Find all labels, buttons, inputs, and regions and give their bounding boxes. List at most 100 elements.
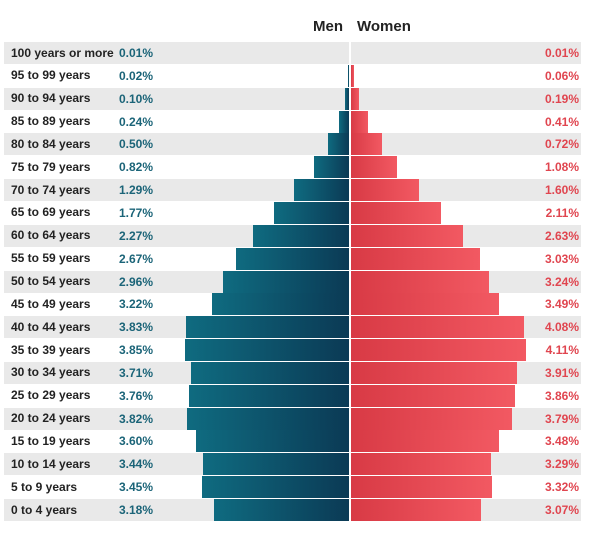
men-percent-label: 3.82% xyxy=(119,411,154,426)
age-row: 15 to 19 years 3.60% 3.48% xyxy=(4,430,581,453)
age-row: 60 to 64 years 2.27% 2.63% xyxy=(4,224,581,247)
age-group-label: 40 to 44 years xyxy=(11,319,91,334)
age-row: 10 to 14 years 3.44% 3.29% xyxy=(4,453,581,476)
age-group-label: 95 to 99 years xyxy=(11,68,91,83)
age-row: 55 to 59 years 2.67% 3.03% xyxy=(4,247,581,270)
age-group-label: 75 to 79 years xyxy=(11,159,91,174)
men-percent-label: 1.29% xyxy=(119,183,154,198)
men-bar xyxy=(252,224,349,247)
women-percent-label: 1.08% xyxy=(544,160,579,175)
men-bar xyxy=(338,110,349,133)
age-group-label: 90 to 94 years xyxy=(11,91,91,106)
women-percent-label: 3.29% xyxy=(544,457,579,472)
women-percent-label: 3.91% xyxy=(544,365,579,380)
age-group-label: 25 to 29 years xyxy=(11,388,91,403)
men-bar xyxy=(314,156,349,179)
men-percent-label: 2.67% xyxy=(119,251,154,266)
men-bar xyxy=(186,407,349,430)
age-group-label: 60 to 64 years xyxy=(11,228,91,243)
women-percent-label: 3.03% xyxy=(544,251,579,266)
men-percent-label: 0.82% xyxy=(119,160,154,175)
age-group-label: 15 to 19 years xyxy=(11,433,91,448)
age-row: 5 to 9 years 3.45% 3.32% xyxy=(4,476,581,499)
women-bar xyxy=(351,499,482,521)
age-row: 25 to 29 years 3.76% 3.86% xyxy=(4,384,581,407)
men-bar xyxy=(196,430,349,453)
age-group-label: 70 to 74 years xyxy=(11,182,91,197)
women-percent-label: 3.86% xyxy=(544,388,579,403)
men-percent-label: 0.02% xyxy=(119,68,154,83)
men-bar xyxy=(202,476,349,499)
women-bar xyxy=(351,201,441,224)
center-axis xyxy=(349,42,351,522)
men-bar xyxy=(191,361,349,384)
men-percent-label: 1.77% xyxy=(119,205,154,220)
women-bar xyxy=(351,339,526,362)
men-percent-label: 3.76% xyxy=(119,388,154,403)
men-bar xyxy=(294,179,349,202)
women-bar xyxy=(351,293,500,316)
men-bar xyxy=(202,453,349,476)
men-bar xyxy=(235,247,349,270)
age-row: 45 to 49 years 3.22% 3.49% xyxy=(4,293,581,316)
men-header: Men xyxy=(313,18,343,35)
women-percent-label: 2.11% xyxy=(545,205,579,220)
women-bar xyxy=(351,179,419,202)
women-percent-label: 3.32% xyxy=(544,480,579,495)
women-bar xyxy=(351,430,499,453)
age-group-label: 55 to 59 years xyxy=(11,251,91,266)
men-bar xyxy=(186,316,349,339)
women-percent-label: 3.07% xyxy=(544,503,579,517)
men-percent-label: 2.27% xyxy=(119,228,154,243)
men-bar xyxy=(348,64,349,87)
age-row: 95 to 99 years 0.02% 0.06% xyxy=(4,64,581,87)
men-percent-label: 0.01% xyxy=(119,46,154,60)
age-row: 80 to 84 years 0.50% 0.72% xyxy=(4,133,581,156)
men-percent-label: 3.83% xyxy=(119,320,154,335)
women-percent-label: 3.24% xyxy=(544,274,579,289)
women-bar xyxy=(351,247,480,270)
age-row: 75 to 79 years 0.82% 1.08% xyxy=(4,156,581,179)
women-bar xyxy=(351,476,493,499)
men-bar xyxy=(273,201,349,224)
women-bar xyxy=(351,224,463,247)
age-row: 0 to 4 years 3.18% 3.07% xyxy=(4,499,581,521)
women-percent-label: 0.01% xyxy=(544,46,579,60)
men-bar xyxy=(223,270,349,293)
age-group-label: 35 to 39 years xyxy=(11,342,91,357)
men-bar xyxy=(344,87,349,110)
age-row: 40 to 44 years 3.83% 4.08% xyxy=(4,316,581,339)
age-group-label: 45 to 49 years xyxy=(11,296,91,311)
age-row: 70 to 74 years 1.29% 1.60% xyxy=(4,179,581,202)
age-group-label: 50 to 54 years xyxy=(11,274,91,288)
age-group-label: 10 to 14 years xyxy=(11,456,91,471)
women-bar xyxy=(351,110,369,133)
age-row: 35 to 39 years 3.85% 4.11% xyxy=(4,339,581,362)
men-bar xyxy=(213,499,349,521)
men-percent-label: 3.71% xyxy=(119,365,154,380)
women-bar xyxy=(351,384,516,407)
men-percent-label: 0.50% xyxy=(119,137,154,152)
men-percent-label: 0.10% xyxy=(119,91,154,106)
age-group-label: 80 to 84 years xyxy=(11,136,91,151)
women-percent-label: 3.48% xyxy=(544,434,579,449)
women-percent-label: 4.11% xyxy=(545,343,579,358)
women-bar xyxy=(351,133,382,156)
men-percent-label: 2.96% xyxy=(119,274,154,289)
age-row: 50 to 54 years 2.96% 3.24% xyxy=(4,270,581,293)
women-percent-label: 0.41% xyxy=(544,114,579,129)
women-percent-label: 2.63% xyxy=(544,228,579,243)
women-bar xyxy=(351,64,354,87)
men-bar xyxy=(185,339,349,362)
women-percent-label: 3.79% xyxy=(544,411,579,426)
women-percent-label: 3.49% xyxy=(544,297,579,312)
women-bar xyxy=(351,407,513,430)
men-bar xyxy=(212,293,349,316)
age-row: 85 to 89 years 0.24% 0.41% xyxy=(4,110,581,133)
men-percent-label: 3.60% xyxy=(119,434,154,449)
women-bar xyxy=(351,270,489,293)
age-group-label: 0 to 4 years xyxy=(11,502,78,517)
women-bar xyxy=(351,361,518,384)
age-group-label: 85 to 89 years xyxy=(11,114,91,129)
men-percent-label: 3.85% xyxy=(119,343,154,358)
